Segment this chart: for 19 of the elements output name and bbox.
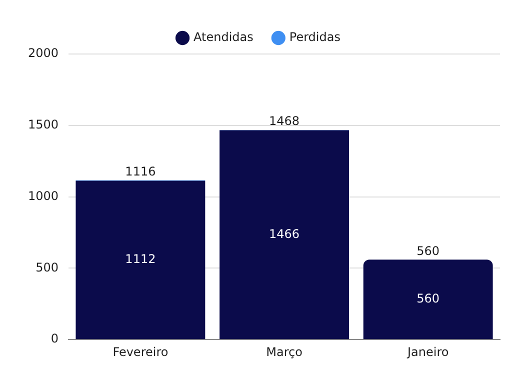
bar — [220, 130, 349, 340]
data-label: 1466 — [268, 226, 300, 241]
legend-label: Atendidas — [194, 30, 254, 44]
data-label: 560 — [416, 291, 440, 306]
bar — [76, 180, 206, 340]
x-tick-label: Março — [266, 344, 302, 359]
y-tick-label: 1500 — [28, 118, 59, 132]
y-tick-label: 2000 — [28, 46, 59, 60]
total-label: 1116 — [125, 164, 156, 178]
x-tick-label: Fevereiro — [112, 344, 168, 359]
y-tick-label: 0 — [50, 332, 59, 346]
y-tick-label: 1000 — [28, 188, 59, 203]
total-label: 560 — [416, 244, 440, 258]
bar — [363, 260, 493, 340]
legend-label: Perdidas — [289, 30, 340, 44]
data-label: 1112 — [125, 252, 156, 266]
total-label: 1468 — [268, 114, 300, 128]
y-tick-label: 500 — [36, 260, 59, 274]
x-tick-label: Janeiro — [406, 344, 449, 359]
